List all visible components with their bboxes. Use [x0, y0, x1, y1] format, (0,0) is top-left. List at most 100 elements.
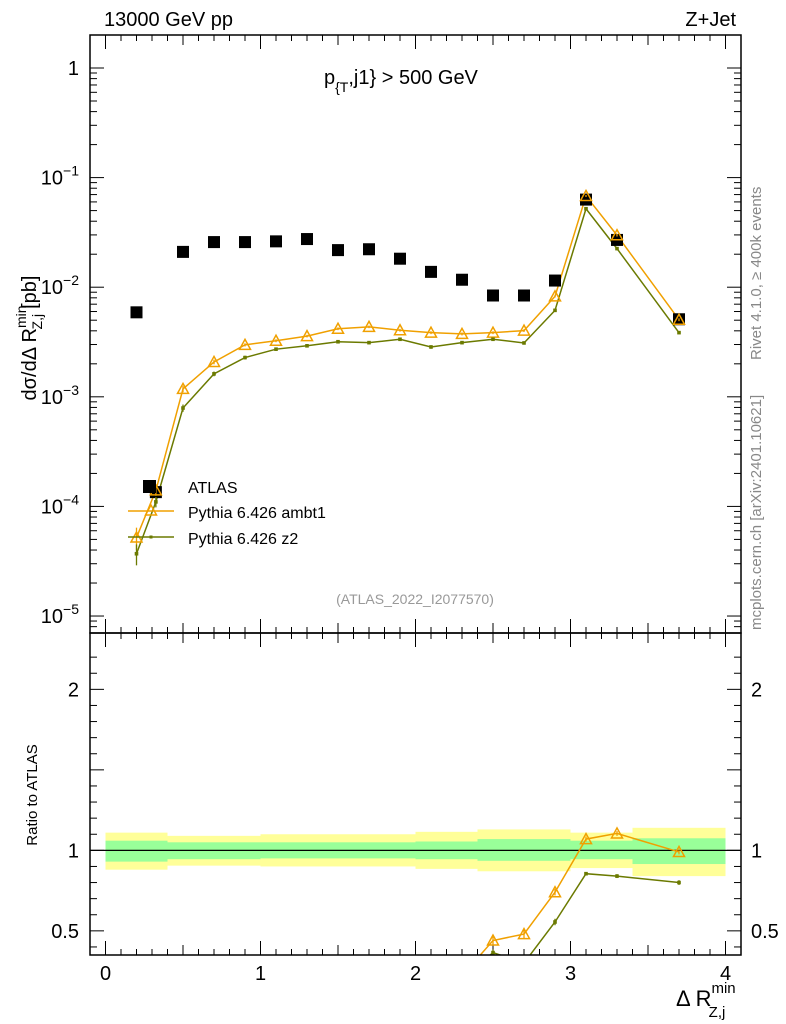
ratio-y-tick-label-right: 0.5: [751, 921, 779, 943]
atlas-point: [332, 244, 344, 257]
atlas-point: [363, 243, 375, 256]
x-tick-label: 1: [255, 963, 266, 985]
atlas-point: [301, 233, 313, 246]
y-tick-label-base: 10: [41, 606, 63, 628]
legend-marker-z2: [149, 535, 153, 539]
ratio-data-points: [486, 826, 686, 955]
ratio-y-label: Ratio to ATLAS: [24, 744, 41, 845]
z2-point: [305, 344, 309, 348]
ratio-y-tick-label-right: 1: [751, 840, 762, 862]
y-tick-label: 10−4: [41, 491, 79, 518]
z2-ratio-point: [584, 871, 588, 876]
main-series-lines: [135, 194, 680, 555]
ambt1-ratio-point: [486, 933, 500, 946]
atlas-point: [130, 306, 143, 319]
atlas-point: [487, 289, 499, 302]
x-tick-label: 3: [565, 963, 576, 985]
main-y-ticks: 110−110−210−310−410−5: [41, 34, 741, 634]
z2-ratio-point: [491, 950, 495, 955]
band-inner: [105, 840, 168, 862]
atlas-point: [518, 289, 530, 302]
side-label-mcplots: mcplots.cern.ch [arXiv:2401.10621]: [748, 395, 765, 630]
ambt1-point: [455, 326, 469, 340]
y-tick-label-base: 10: [41, 387, 63, 409]
main-x-ticks: [105, 35, 726, 633]
z2-line: [135, 207, 680, 555]
y-tick-label-exp: −3: [63, 382, 79, 398]
ambt1-point: [176, 381, 190, 395]
z2-point: [274, 347, 278, 351]
legend-label-ambt1: Pythia 6.426 ambt1: [188, 505, 326, 522]
ambt1-point: [579, 188, 593, 202]
y-tick-label-base: 1: [68, 58, 79, 80]
z2-point: [181, 406, 185, 410]
legend-label-z2: Pythia 6.426 z2: [188, 531, 298, 548]
main-plot: 110−110−210−310−410−5 p{T,j1} > 500 GeV …: [13, 34, 742, 634]
z2-point: [367, 340, 371, 345]
y-tick-label: 10−3: [41, 382, 79, 409]
y-tick-label: 10−2: [41, 272, 79, 299]
ambt1-point: [300, 329, 314, 342]
x-tick-label: 2: [410, 963, 421, 985]
z2-point: [336, 339, 340, 344]
z2-point: [522, 341, 526, 345]
z2-point: [398, 337, 402, 342]
y-tick-label: 1: [68, 58, 79, 80]
z2-point: [460, 340, 464, 345]
z2-ratio-point: [553, 920, 557, 924]
ratio-ticks: 0 1 2 3 4 0.5 0.5 1 1 2 2: [51, 633, 779, 985]
z2-point: [212, 372, 216, 376]
atlas-point: [239, 236, 251, 249]
z2-point: [584, 206, 588, 211]
ratio-uncertainty-bands: [105, 827, 726, 877]
y-tick-label-base: 10: [41, 168, 63, 190]
main-title: p{T,j1} > 500 GeV: [324, 67, 479, 95]
ambt1-point: [672, 312, 686, 325]
atlas-point: [394, 252, 406, 265]
z2-point: [615, 246, 619, 251]
ratio-y-tick-label-left: 1: [68, 840, 79, 862]
y-tick-label-exp: −2: [63, 272, 79, 288]
ambt1-ratio-point: [548, 885, 562, 898]
y-tick-label: 10−1: [41, 163, 79, 190]
z2-point: [553, 308, 557, 313]
ambt1-point: [548, 289, 562, 302]
ratio-y-tick-label-left: 2: [68, 679, 79, 701]
z2-ratio-point: [615, 874, 619, 878]
header-left: 13000 GeV pp: [104, 9, 233, 31]
ambt1-ratio-point: [517, 927, 531, 940]
legend: ATLAS Pythia 6.426 ambt1 Pythia 6.426 z2: [128, 480, 326, 548]
y-tick-label-exp: −4: [63, 491, 79, 507]
ambt1-ratio-point: [610, 826, 624, 839]
ratio-y-tick-label-right: 2: [751, 679, 762, 701]
ambt1-point: [362, 319, 376, 333]
z2-point: [677, 330, 681, 335]
y-label-sup: min: [13, 305, 29, 328]
x-tick-label: 4: [720, 963, 731, 985]
x-tick-label: 0: [100, 963, 111, 985]
ambt1-point: [331, 321, 345, 334]
z2-point: [429, 345, 433, 349]
y-label-unit: [pb]: [19, 276, 41, 309]
atlas-point: [208, 236, 220, 249]
analysis-id: (ATLAS_2022_I2077570): [336, 591, 494, 607]
atlas-point: [549, 274, 561, 287]
header-right: Z+Jet: [685, 9, 736, 31]
legend-marker-atlas: [143, 480, 156, 493]
z2-point: [243, 355, 247, 360]
z2-point: [154, 500, 158, 504]
main-y-label: dσ/dΔ RminZ,j [pb]: [13, 276, 45, 401]
atlas-point: [456, 273, 468, 286]
ambt1-point: [424, 325, 438, 338]
y-tick-label: 10−5: [41, 601, 79, 628]
x-label-sub: Z,j: [709, 1004, 726, 1021]
atlas-point: [177, 245, 189, 258]
y-tick-label-exp: −1: [63, 163, 79, 179]
title-main: p: [324, 67, 335, 89]
x-axis-label: Δ Rmin Z,j: [676, 980, 736, 1021]
y-label-main: dσ/dΔ R: [19, 328, 41, 400]
legend-label-atlas: ATLAS: [188, 480, 238, 497]
ratio-y-tick-label-left: 0.5: [51, 921, 79, 943]
x-label-main: Δ R: [676, 986, 711, 1011]
ambt1-point: [269, 333, 283, 346]
